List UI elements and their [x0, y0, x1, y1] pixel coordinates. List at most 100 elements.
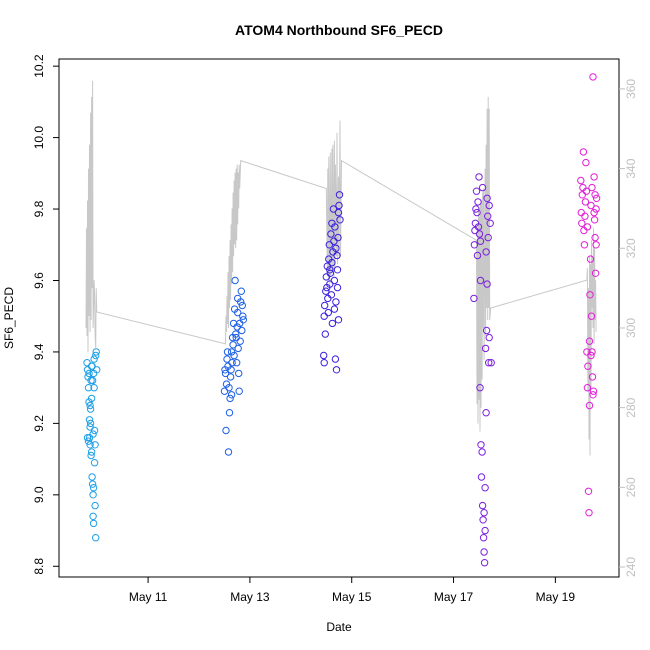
- data-point-s4-14: [585, 509, 593, 517]
- data-point-s3-32: [474, 223, 483, 231]
- data-point-s3-1: [470, 241, 479, 249]
- data-point-s3-16: [479, 516, 487, 524]
- data-point-s1-38: [227, 391, 236, 399]
- data-point-s2-33: [320, 312, 328, 320]
- data-point-s3-8: [475, 173, 483, 181]
- data-point-s0-3: [84, 384, 93, 392]
- data-point-s3-36: [481, 526, 489, 535]
- data-point-s1-13: [231, 276, 239, 285]
- data-point-s2-0: [320, 351, 328, 360]
- data-point-s2-25: [322, 287, 330, 295]
- data-point-s2-31: [334, 233, 342, 242]
- data-point-s3-17: [479, 534, 488, 542]
- points-layer: [83, 73, 601, 567]
- data-point-s4-20: [588, 348, 596, 356]
- y2-tick-label-0: 240: [624, 557, 638, 577]
- data-point-s0-1: [83, 366, 92, 374]
- data-point-s3-24: [483, 194, 491, 203]
- data-point-s1-31: [232, 330, 240, 338]
- data-point-s1-5: [224, 448, 233, 456]
- data-point-s2-22: [334, 316, 343, 324]
- data-point-s1-7: [226, 394, 234, 403]
- data-point-s4-26: [591, 233, 599, 242]
- y-tick-label-4: 9.6: [32, 272, 46, 289]
- data-point-s4-34: [587, 351, 595, 360]
- secondary-series-layer: [85, 80, 597, 456]
- data-point-s4-27: [591, 269, 600, 277]
- data-point-s2-7: [324, 308, 332, 317]
- data-point-s3-28: [485, 333, 493, 342]
- data-point-s2-26: [324, 294, 332, 303]
- data-point-s0-11: [88, 480, 97, 488]
- data-point-s0-19: [92, 348, 100, 356]
- y-tick-label-5: 9.8: [32, 200, 46, 217]
- data-point-s0-23: [88, 362, 96, 370]
- data-point-s4-11: [583, 384, 592, 392]
- data-point-s4-4: [579, 148, 588, 156]
- data-point-s0-29: [85, 416, 94, 424]
- data-point-s3-9: [475, 230, 484, 238]
- data-point-s0-35: [93, 366, 101, 374]
- data-point-s2-20: [333, 251, 341, 260]
- data-point-s4-35: [588, 183, 596, 192]
- y2-tick-label-1: 260: [624, 477, 638, 497]
- data-point-s1-2: [222, 426, 230, 435]
- data-point-s3-4: [472, 187, 481, 195]
- data-point-s4-18: [587, 201, 595, 210]
- data-point-s2-37: [332, 298, 340, 306]
- y2-tick-label-2: 280: [624, 397, 638, 417]
- data-point-s4-22: [589, 73, 597, 81]
- data-point-s4-36: [589, 391, 597, 399]
- data-point-s1-39: [234, 308, 242, 317]
- data-point-s4-17: [586, 255, 595, 263]
- data-point-s4-15: [585, 401, 594, 410]
- data-point-s4-31: [581, 198, 590, 206]
- x-tick-label-1: May 13: [230, 590, 270, 604]
- data-point-s3-20: [481, 484, 489, 492]
- data-point-s3-35: [480, 509, 488, 517]
- data-point-s0-14: [89, 519, 98, 528]
- data-point-s3-25: [484, 212, 492, 220]
- data-point-s3-15: [478, 501, 487, 510]
- data-point-s2-38: [333, 283, 342, 292]
- data-point-s4-12: [584, 362, 592, 370]
- data-point-s1-4: [223, 348, 232, 356]
- data-point-s0-17: [91, 501, 99, 510]
- data-point-s1-23: [239, 312, 247, 320]
- data-point-s2-36: [330, 305, 339, 313]
- data-point-s0-24: [89, 430, 97, 438]
- data-point-s0-34: [90, 459, 99, 467]
- data-point-s0-36: [83, 434, 92, 442]
- data-point-s0-31: [87, 394, 96, 403]
- data-point-s2-32: [336, 216, 344, 224]
- data-point-s3-0: [470, 294, 478, 303]
- data-point-s0-30: [86, 405, 95, 413]
- data-point-s2-1: [320, 359, 328, 367]
- data-point-s0-6: [86, 441, 94, 449]
- data-point-s3-11: [476, 276, 485, 285]
- data-point-s1-32: [233, 323, 241, 331]
- data-point-s0-32: [88, 376, 97, 385]
- data-point-s4-39: [592, 241, 600, 249]
- data-point-s1-17: [234, 344, 242, 353]
- data-point-s0-15: [90, 355, 98, 363]
- x-tick-label-2: May 15: [332, 590, 372, 604]
- data-point-s1-30: [230, 351, 238, 360]
- data-point-s1-28: [228, 359, 236, 367]
- data-point-s1-1: [221, 369, 230, 378]
- data-point-s0-18: [92, 534, 100, 542]
- data-point-s1-21: [237, 287, 246, 295]
- data-point-s1-15: [233, 359, 241, 367]
- data-point-s0-13: [89, 512, 97, 520]
- chart-title: ATOM4 Northbound SF6_PECD: [235, 22, 443, 38]
- data-point-s0-12: [89, 491, 97, 499]
- data-point-s4-6: [580, 241, 589, 249]
- data-point-s1-27: [226, 373, 235, 381]
- data-point-s1-37: [221, 366, 229, 374]
- data-point-s4-19: [587, 312, 596, 320]
- data-point-s4-30: [579, 183, 587, 192]
- data-point-s2-3: [321, 330, 329, 338]
- data-point-s3-22: [482, 409, 490, 417]
- data-point-s4-32: [583, 223, 592, 231]
- x-axis-label: Date: [326, 620, 352, 634]
